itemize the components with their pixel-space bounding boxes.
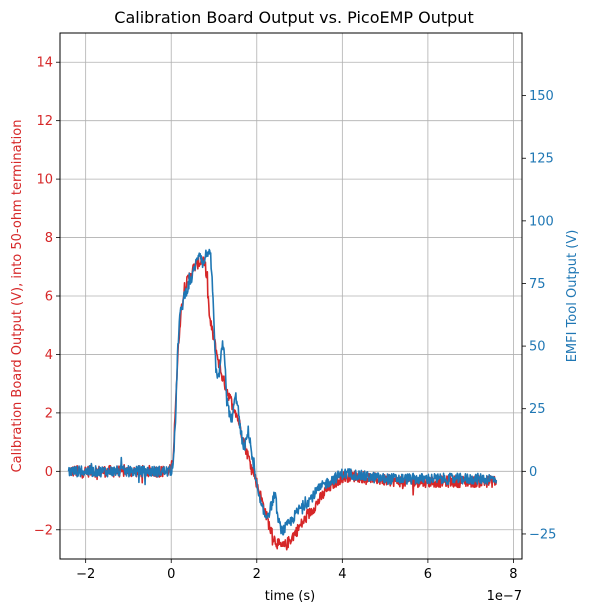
- y-right-tick-label-2: 25: [529, 402, 546, 417]
- y-left-tick-label-8: 14: [36, 56, 53, 71]
- y-right-tick-label-1: 0: [529, 465, 537, 480]
- x-axis-label: time (s): [265, 589, 315, 604]
- series-layer: [67, 248, 498, 551]
- x-tick-label-2: 2: [253, 567, 261, 582]
- y-axis-right-label: EMFI Tool Output (V): [565, 230, 580, 363]
- y-left-tick-label-7: 12: [36, 114, 53, 129]
- x-tick-label-4: 6: [424, 567, 432, 582]
- y-left-tick-label-5: 8: [45, 231, 53, 246]
- series-line-right: [67, 248, 498, 536]
- y-right-tick-label-0: −25: [529, 527, 556, 542]
- x-axis-offset-text: 1e−7: [487, 589, 522, 604]
- y-left-tick-label-4: 6: [45, 290, 53, 305]
- y-left-tick-label-6: 10: [36, 173, 53, 188]
- chart-title: Calibration Board Output vs. PicoEMP Out…: [114, 8, 473, 27]
- y-right-tick-label-3: 50: [529, 340, 546, 355]
- y-axis-left: −2 0 2 4 6 8 10 12 14: [34, 56, 60, 538]
- x-tick-label-5: 8: [509, 567, 517, 582]
- x-tick-label-3: 4: [338, 567, 346, 582]
- y-left-tick-label-2: 2: [45, 406, 53, 421]
- y-left-tick-label-3: 4: [45, 348, 53, 363]
- y-left-tick-label-0: −2: [34, 523, 53, 538]
- x-tick-label-1: 0: [167, 567, 175, 582]
- y-left-tick-label-1: 0: [45, 465, 53, 480]
- x-axis: −2 0 2 4 6 8: [76, 559, 518, 582]
- y-right-tick-label-7: 150: [529, 89, 554, 104]
- y-axis-left-label: Calibration Board Output (V), into 50-oh…: [10, 120, 25, 473]
- y-right-tick-label-5: 100: [529, 214, 554, 229]
- y-right-tick-label-6: 125: [529, 152, 554, 167]
- x-tick-label-0: −2: [76, 567, 95, 582]
- y-axis-right: −25 0 25 50 75 100 125 150: [522, 89, 556, 542]
- y-right-tick-label-4: 75: [529, 277, 546, 292]
